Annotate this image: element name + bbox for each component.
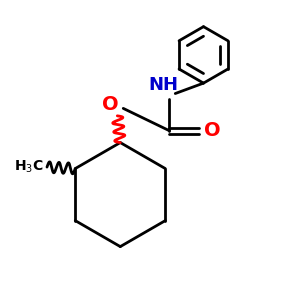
Text: O: O bbox=[204, 121, 221, 140]
Text: H$_3$C: H$_3$C bbox=[14, 159, 44, 175]
Text: O: O bbox=[102, 95, 118, 114]
Text: NH: NH bbox=[148, 76, 178, 94]
